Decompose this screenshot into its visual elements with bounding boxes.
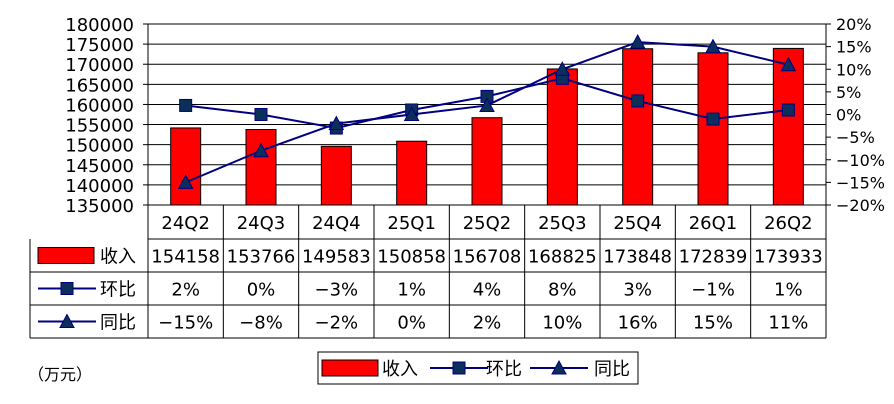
data-label: 11%: [768, 313, 808, 334]
data-label: 0%: [247, 280, 276, 301]
point: [254, 108, 268, 121]
data-label: 153766: [227, 247, 296, 268]
point: [554, 61, 571, 76]
data-label: 16%: [618, 313, 658, 334]
y-left-tick-label: 135000: [65, 196, 134, 217]
bar: [697, 52, 729, 206]
data-label: −2%: [315, 313, 359, 334]
data-label: 156708: [453, 247, 522, 268]
point: [179, 98, 193, 112]
legend-swatch-bar: [321, 359, 379, 377]
point: [781, 103, 795, 117]
y-right-tick-label: −5%: [836, 128, 875, 147]
legend-swatch-marker: [452, 361, 466, 375]
y-left-tick-label: 170000: [65, 55, 134, 76]
data-label: 4%: [473, 280, 502, 301]
data-label: 150858: [377, 247, 446, 268]
y-left-tick-label: 155000: [65, 116, 134, 137]
data-label: 1%: [397, 280, 426, 301]
data-label: 0%: [397, 313, 426, 334]
data-label: 15%: [693, 313, 733, 334]
x-tick-label: 25Q3: [538, 213, 587, 234]
point: [177, 174, 194, 189]
y-right-tick-label: 15%: [836, 38, 872, 57]
bar: [772, 47, 804, 206]
legend-swatch-marker: [551, 359, 567, 375]
data-label: 172839: [679, 247, 748, 268]
y-right-tick-label: 5%: [836, 83, 861, 102]
y-right-tick-label: −20%: [836, 196, 885, 215]
data-label: 173848: [603, 247, 672, 268]
unit-label: （万元）: [28, 365, 92, 384]
y-left-tick-label: 145000: [65, 156, 134, 177]
data-label: 1%: [774, 280, 803, 301]
data-label: −1%: [691, 280, 735, 301]
data-label: −3%: [315, 280, 359, 301]
x-tick-label: 24Q3: [237, 213, 286, 234]
y-right-tick-label: −10%: [836, 151, 885, 170]
x-tick-label: 24Q2: [161, 213, 210, 234]
bar: [320, 145, 352, 206]
data-label: −8%: [239, 313, 283, 334]
plot-frame: [147, 23, 827, 206]
y-right-tick-label: 20%: [836, 15, 872, 34]
data-label: −15%: [158, 313, 213, 334]
bar: [396, 140, 428, 206]
x-tick-label: 24Q4: [312, 213, 361, 234]
data-label: 3%: [623, 280, 652, 301]
point: [706, 112, 720, 126]
data-label: 154158: [151, 247, 220, 268]
bar: [546, 68, 578, 206]
y-right-tick-label: 0%: [836, 106, 861, 125]
lines: [177, 34, 797, 189]
bars: [170, 47, 804, 206]
x-tick-label: 25Q1: [387, 213, 436, 234]
y-left-tick-label: 140000: [65, 176, 134, 197]
y-left-tick-label: 150000: [65, 136, 134, 157]
legend-swatch-bar: [37, 247, 95, 264]
y-right-tick-label: −15%: [836, 173, 885, 192]
y-left-tick-label: 175000: [65, 35, 134, 56]
x-tick-label: 25Q4: [613, 213, 662, 234]
data-label: 149583: [302, 247, 371, 268]
point: [328, 115, 345, 131]
y-left-tick-label: 165000: [65, 75, 134, 96]
data-label: 2%: [171, 280, 200, 301]
data-table: 24Q2 24Q3 24Q4 25Q1 25Q2 25Q3 25Q4 26Q1 26Q2 收入 15…: [29, 205, 827, 339]
data-label: 173933: [754, 247, 823, 268]
legend: 收入 环比 同比: [317, 351, 639, 385]
x-tick-label: 26Q2: [764, 213, 813, 234]
point: [780, 56, 797, 72]
y-right-tick-label: 10%: [836, 60, 872, 79]
y-left-tick-label: 160000: [65, 95, 134, 116]
x-tick-label: 26Q1: [689, 213, 738, 234]
legend-swatch-marker: [59, 313, 75, 328]
table-row-label: 收入: [100, 247, 136, 268]
legend-label: 环比: [486, 359, 522, 380]
data-label: 168825: [528, 247, 597, 268]
axes: 1350001400001450001500001550001600001650…: [65, 15, 885, 217]
data-label: 10%: [542, 313, 582, 334]
legend-label: 收入: [382, 359, 418, 380]
bar: [471, 117, 503, 206]
point: [479, 97, 495, 112]
data-label: 2%: [473, 313, 502, 334]
bar: [245, 129, 277, 206]
point: [705, 38, 721, 54]
table-row-label: 同比: [100, 313, 136, 334]
data-label: 8%: [548, 280, 577, 301]
bar: [622, 48, 654, 206]
point: [629, 34, 646, 49]
point: [403, 106, 420, 121]
x-tick-label: 25Q2: [463, 213, 512, 234]
point: [631, 94, 645, 108]
y-left-tick-label: 180000: [65, 15, 134, 36]
bar: [170, 127, 202, 206]
point: [253, 142, 269, 158]
legend-label: 同比: [594, 359, 630, 380]
table-row-label: 环比: [100, 280, 136, 301]
legend-swatch-marker: [60, 282, 74, 295]
